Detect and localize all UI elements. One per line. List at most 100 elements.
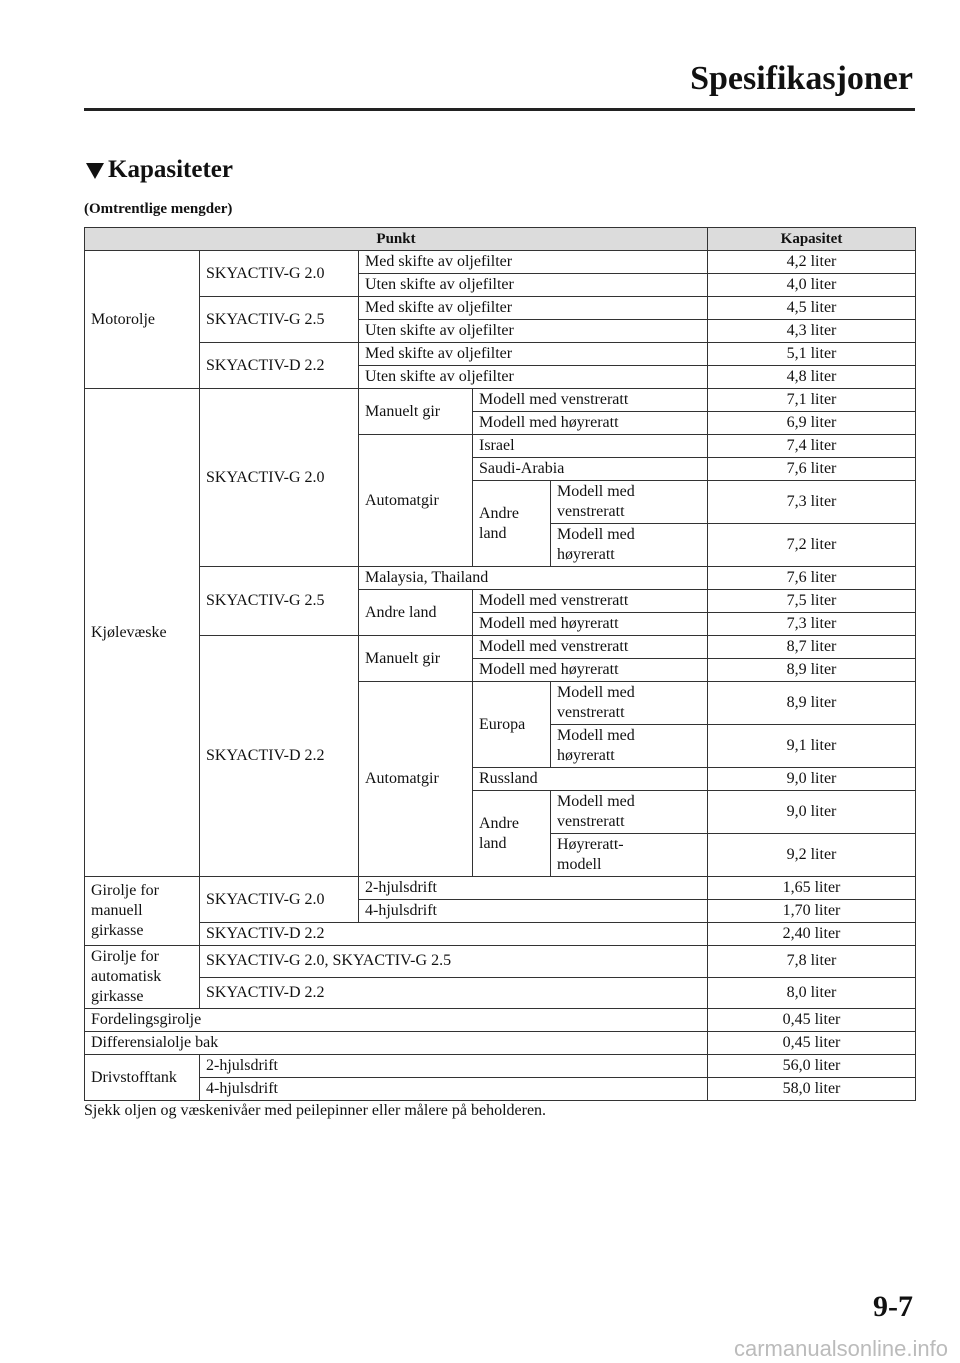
table-cell: 7,1 liter: [707, 388, 916, 412]
table-row: SKYACTIV-D 2.2 2,40 liter: [85, 922, 916, 946]
table-row: Andre land Modell med venstreratt 7,3 lite…: [85, 480, 916, 567]
table-row: Automatgir Israel 7,4 liter: [85, 434, 916, 567]
table-row: Saudi-Arabia 7,6 liter: [85, 457, 916, 481]
table-cell: 9,1 liter: [707, 724, 916, 768]
table-cell: 1,65 liter: [707, 876, 916, 900]
table-cell: Girolje for manuell girkasse: [84, 876, 200, 946]
table-cell: Russland: [472, 767, 708, 791]
table-cell: Automatgir: [358, 681, 473, 877]
table-cell: Modell med venstreratt: [550, 790, 708, 834]
table-cell: 58,0 liter: [707, 1077, 916, 1101]
table-row: Uten skifte av oljefilter 4,8 liter: [85, 365, 916, 389]
table-row: Modell med høyreratt 6,9 liter: [85, 411, 916, 435]
table-cell: Med skifte av oljefilter: [358, 296, 708, 320]
table-cell: 4,0 liter: [707, 273, 916, 297]
table-cell: 2-hjulsdrift: [358, 876, 708, 900]
table-row: Drivstofftank 2-hjulsdrift 56,0 liter: [84, 1054, 916, 1101]
table-cell: SKYACTIV-D 2.2: [199, 635, 359, 877]
page-title: Spesifikasjoner: [690, 60, 913, 97]
table-row: Modell med høyreratt 9,1 liter: [85, 724, 916, 768]
table-cell: Automatgir: [358, 434, 473, 567]
table-row: Fordelingsgirolje 0,45 liter: [84, 1008, 916, 1032]
table-cell: Modell med venstreratt: [472, 388, 708, 412]
table-cell: SKYACTIV-G 2.0, SKYACTIV-G 2.5: [199, 945, 708, 978]
table-cell: 4,3 liter: [707, 319, 916, 343]
table-row: Modell med høyreratt 8,9 liter: [85, 658, 916, 682]
watermark: carmanualsonline.info: [733, 1336, 948, 1361]
table-cell: 7,2 liter: [707, 523, 916, 567]
capacity-table: Punkt Kapasitet Motorolje SKYACTIV-G 2.0 M…: [84, 227, 916, 1101]
table-cell: Modell med venstreratt: [472, 589, 708, 613]
table-cell: 7,6 liter: [707, 566, 916, 590]
table-cell: 7,6 liter: [707, 457, 916, 481]
table-cell: Høyreratt-modell: [550, 833, 708, 877]
table-cell: 8,0 liter: [707, 976, 916, 1009]
table-cell: Kjølevæske: [84, 388, 200, 877]
table-row: Andre land Modell med venstreratt 7,5 lite…: [85, 589, 916, 636]
table-cell: SKYACTIV-G 2.0: [199, 250, 359, 297]
table-cell: Modell med høyreratt: [550, 523, 708, 567]
table-cell: Andre land: [358, 589, 473, 636]
table-row: Uten skifte av oljefilter 4,0 liter: [85, 273, 916, 297]
table-cell: 4-hjulsdrift: [358, 899, 708, 923]
table-cell: Malaysia, Thailand: [358, 566, 708, 590]
table-cell: SKYACTIV-D 2.2: [199, 342, 359, 389]
table-row: Modell med høyreratt 7,2 liter: [85, 523, 916, 567]
table-cell: Differensialolje bak: [84, 1031, 708, 1055]
table-row: Høyreratt-modell 9,2 liter: [85, 833, 916, 877]
table-cell: SKYACTIV-G 2.5: [199, 566, 359, 636]
table-cell: Drivstofftank: [84, 1054, 200, 1101]
section-heading: Kapasiteter: [84, 156, 233, 184]
table-cell: SKYACTIV-G 2.0: [199, 876, 359, 923]
table-cell: 9,0 liter: [707, 790, 916, 834]
column-header: Kapasitet: [707, 227, 916, 251]
table-cell: 4,8 liter: [707, 365, 916, 389]
table-cell: SKYACTIV-D 2.2: [199, 922, 708, 946]
header-rule: [84, 108, 915, 111]
table-cell: Manuelt gir: [358, 635, 473, 682]
table-row: SKYACTIV-G 2.5 Malaysia, Thailand 7,6 lite…: [85, 566, 916, 636]
table-row: Differensialolje bak 0,45 liter: [84, 1031, 916, 1055]
table-cell: 5,1 liter: [707, 342, 916, 366]
table-cell: Uten skifte av oljefilter: [358, 319, 708, 343]
table-row: Russland 9,0 liter: [85, 767, 916, 791]
table-cell: Israel: [472, 434, 708, 458]
table-cell: 7,4 liter: [707, 434, 916, 458]
table-cell: SKYACTIV-G 2.0: [199, 388, 359, 567]
table-cell: 2,40 liter: [707, 922, 916, 946]
table-cell: 8,9 liter: [707, 658, 916, 682]
table-row: SKYACTIV-D 2.2 8,0 liter: [85, 976, 916, 1009]
page-number: 9-7: [873, 1290, 913, 1323]
table-cell: Manuelt gir: [358, 388, 473, 435]
table-cell: SKYACTIV-G 2.5: [199, 296, 359, 343]
table-cell: 8,9 liter: [707, 681, 916, 725]
table-row: Motorolje SKYACTIV-G 2.0 Med skifte av olj…: [84, 250, 916, 389]
table-row: Girolje for manuell girkasse SKYACTIV-G 2…: [84, 876, 916, 946]
table-cell: Fordelingsgirolje: [84, 1008, 708, 1032]
table-cell: 8,7 liter: [707, 635, 916, 659]
table-cell: Modell med høyreratt: [472, 658, 708, 682]
table-cell: Modell med høyreratt: [472, 411, 708, 435]
table-row: Girolje for automatisk girkasse SKYACTIV-…: [84, 945, 916, 1009]
table-cell: 0,45 liter: [707, 1031, 916, 1055]
table-cell: Modell med høyreratt: [550, 724, 708, 768]
table-cell: 7,5 liter: [707, 589, 916, 613]
table-cell: Motorolje: [84, 250, 200, 389]
table-cell: 2-hjulsdrift: [199, 1054, 708, 1078]
header-row: Punkt Kapasitet: [84, 227, 916, 251]
table-cell: 9,0 liter: [707, 767, 916, 791]
table-cell: Modell med venstreratt: [550, 480, 708, 524]
table-cell: 7,8 liter: [707, 945, 916, 978]
table-cell: 7,3 liter: [707, 480, 916, 524]
table-cell: Modell med høyreratt: [472, 612, 708, 636]
section-subtitle: (Omtrentlige mengder): [84, 201, 233, 217]
table-row: Kjølevæske SKYACTIV-G 2.0 Manuelt gir Model…: [84, 388, 916, 877]
table-cell: 9,2 liter: [707, 833, 916, 877]
table-cell: 4,5 liter: [707, 296, 916, 320]
table-cell: Med skifte av oljefilter: [358, 342, 708, 366]
section-title: Kapasiteter: [108, 156, 233, 183]
table-cell: SKYACTIV-D 2.2: [199, 976, 708, 1009]
table-cell: Modell med venstreratt: [550, 681, 708, 725]
table-cell: Uten skifte av oljefilter: [358, 273, 708, 297]
table-cell: Med skifte av oljefilter: [358, 250, 708, 274]
